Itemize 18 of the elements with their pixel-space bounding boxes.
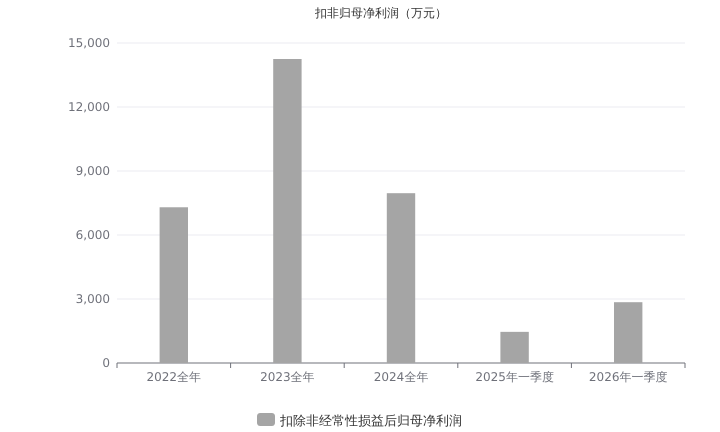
x-tick-label: 2024全年 [374, 370, 428, 384]
y-tick-label: 12,000 [68, 100, 110, 114]
legend-label: 扣除非经常性损益后归母净利润 [279, 414, 462, 429]
x-tick-label: 2025年一季度 [475, 370, 554, 384]
y-tick-label: 0 [102, 356, 110, 370]
y-tick-label: 15,000 [68, 36, 110, 50]
x-tick-label: 2026年一季度 [588, 370, 668, 384]
chart-title: 扣非归母净利润（万元） [314, 6, 447, 20]
y-tick-label: 3,000 [76, 292, 110, 306]
bar [160, 207, 188, 363]
bar [500, 332, 529, 363]
y-tick-label: 6,000 [76, 228, 110, 242]
x-tick-label: 2022全年 [146, 370, 202, 384]
y-tick-label: 9,000 [76, 164, 110, 178]
bar [273, 59, 302, 363]
x-tick-label: 2023全年 [260, 370, 315, 384]
bar [386, 193, 416, 363]
bar [614, 302, 642, 363]
